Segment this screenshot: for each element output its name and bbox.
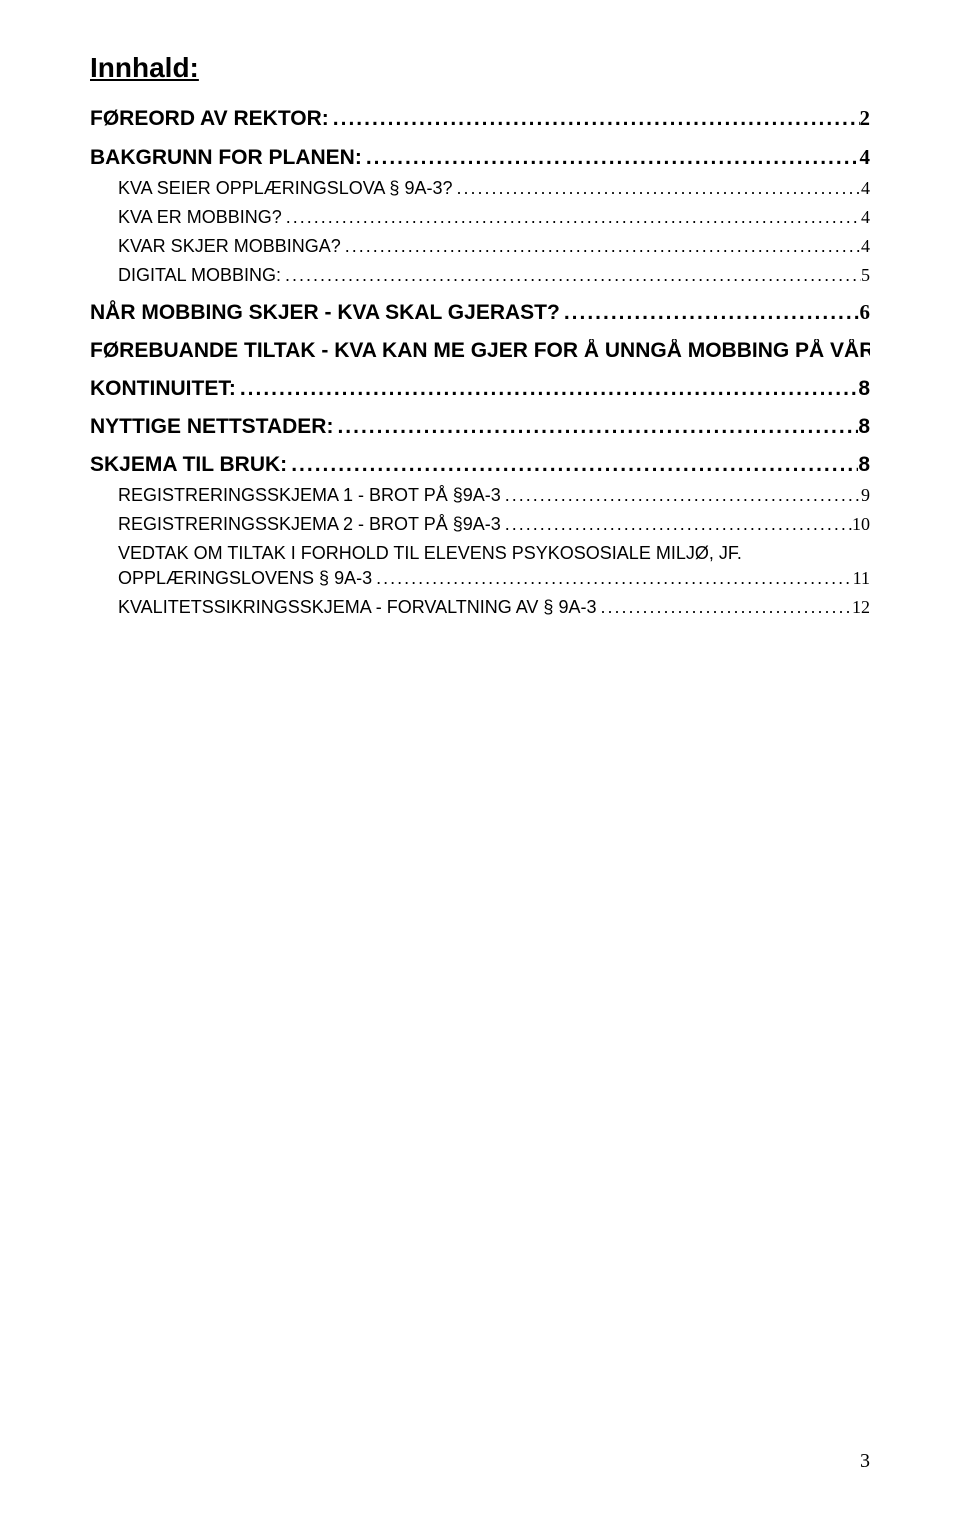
toc-leader-dots [362, 146, 860, 170]
toc-label: REGISTRERINGSSKJEMA 2 - BROT PÅ §9A-3 [118, 514, 501, 535]
toc-entry: NÅR MOBBING SKJER - KVA SKAL GJERAST? 6 [90, 300, 870, 325]
toc-label: REGISTRERINGSSKJEMA 1 - BROT PÅ §9A-3 [118, 485, 501, 506]
toc-entry: VEDTAK OM TILTAK I FORHOLD TIL ELEVENS P… [90, 543, 870, 589]
toc-page-number: 4 [861, 207, 870, 228]
toc-leader-dots [282, 207, 861, 228]
toc-page-number: 10 [852, 514, 870, 535]
toc-label: KONTINUITET: [90, 377, 236, 401]
toc-label: BAKGRUNN FOR PLANEN: [90, 146, 362, 170]
toc-entry: NYTTIGE NETTSTADER: 8 [90, 415, 870, 439]
toc-leader-dots [452, 178, 861, 199]
toc-label: DIGITAL MOBBING: [118, 265, 281, 286]
toc-leader-dots [560, 301, 860, 325]
toc-page-number: 8 [858, 377, 870, 401]
toc-page-number: 9 [861, 485, 870, 506]
toc-entry: BAKGRUNN FOR PLANEN: 4 [90, 145, 870, 170]
toc-entry: DIGITAL MOBBING: 5 [90, 265, 870, 286]
toc-page-number: 2 [860, 106, 871, 131]
toc-page-number: 5 [861, 265, 870, 286]
toc-leader-dots [281, 265, 861, 286]
toc-label: NÅR MOBBING SKJER - KVA SKAL GJERAST? [90, 301, 560, 325]
toc-leader-dots [501, 485, 861, 506]
toc-entry: KVA SEIER OPPLÆRINGSLOVA § 9A-3? 4 [90, 178, 870, 199]
toc-entry: REGISTRERINGSSKJEMA 2 - BROT PÅ §9A-3 10 [90, 514, 870, 535]
toc-label: FØREBUANDE TILTAK - KVA KAN ME GJER FOR … [90, 339, 870, 363]
toc-entry: SKJEMA TIL BRUK: 8 [90, 453, 870, 477]
toc-list: FØREORD AV REKTOR: 2 BAKGRUNN FOR PLANEN: 4… [90, 106, 870, 618]
toc-label: NYTTIGE NETTSTADER: [90, 415, 333, 439]
toc-title: Innhald: [90, 52, 870, 84]
toc-entry: KONTINUITET: 8 [90, 377, 870, 401]
toc-leader-dots [333, 415, 858, 439]
toc-page-number: 8 [858, 453, 870, 477]
toc-label: KVA ER MOBBING? [118, 207, 282, 228]
toc-leader-dots [372, 568, 853, 589]
toc-entry: REGISTRERINGSSKJEMA 1 - BROT PÅ §9A-3 9 [90, 485, 870, 506]
toc-leader-dots [341, 236, 861, 257]
toc-label: KVAR SKJER MOBBINGA? [118, 236, 341, 257]
toc-page-number: 8 [858, 415, 870, 439]
toc-leader-dots [501, 514, 852, 535]
toc-entry: KVALITETSSIKRINGSSKJEMA - FORVALTNING AV… [90, 597, 870, 618]
toc-entry: KVAR SKJER MOBBINGA? 4 [90, 236, 870, 257]
toc-entry: FØREORD AV REKTOR: 2 [90, 106, 870, 131]
page-number: 3 [860, 1450, 870, 1473]
toc-page-number: 6 [860, 300, 871, 325]
toc-page-number: 4 [861, 236, 870, 257]
toc-label: FØREORD AV REKTOR: [90, 107, 329, 131]
toc-entry: KVA ER MOBBING? 4 [90, 207, 870, 228]
document-page: Innhald: FØREORD AV REKTOR: 2 BAKGRUNN FOR… [0, 0, 960, 1513]
toc-page-number: 4 [861, 178, 870, 199]
toc-leader-dots [287, 453, 858, 477]
toc-leader-dots [236, 377, 858, 401]
toc-page-number: 12 [852, 597, 870, 618]
toc-label: SKJEMA TIL BRUK: [90, 453, 287, 477]
toc-label: VEDTAK OM TILTAK I FORHOLD TIL ELEVENS P… [118, 543, 870, 564]
toc-leader-dots [596, 597, 852, 618]
toc-entry: FØREBUANDE TILTAK - KVA KAN ME GJER FOR … [90, 339, 870, 363]
toc-leader-dots [329, 107, 860, 131]
toc-label: OPPLÆRINGSLOVENS § 9A-3 [118, 568, 372, 589]
toc-page-number: 4 [860, 145, 871, 170]
toc-label: KVALITETSSIKRINGSSKJEMA - FORVALTNING AV… [118, 597, 596, 618]
toc-label: KVA SEIER OPPLÆRINGSLOVA § 9A-3? [118, 178, 452, 199]
toc-page-number: 11 [853, 568, 870, 589]
